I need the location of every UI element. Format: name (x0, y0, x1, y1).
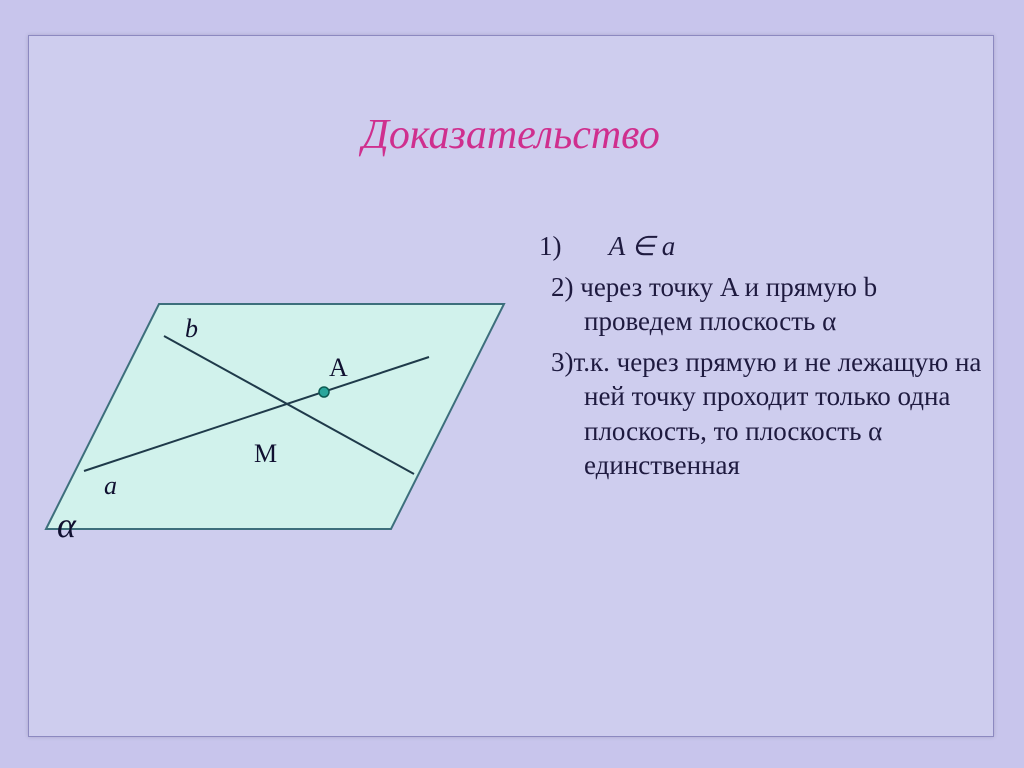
step-3: 3)т.к. через прямую и не лежащую на ней … (539, 345, 984, 483)
page-title: Доказательство (29, 111, 993, 159)
step-1: 1) A ∈ a (539, 229, 984, 264)
proof-steps: 1) A ∈ a 2) через точку A и прямую b про… (539, 229, 984, 489)
step-1-relation: A ∈ a (609, 231, 676, 261)
geometry-diagram: b A M a α (29, 284, 509, 574)
step-1-number: 1) (539, 231, 562, 261)
point-a (319, 387, 329, 397)
label-a-line: a (104, 471, 117, 500)
slide-panel: Доказательство b A M a α 1) A ∈ a (28, 35, 994, 737)
label-a-point: A (329, 353, 348, 382)
slide-root: Доказательство b A M a α 1) A ∈ a (0, 0, 1024, 768)
label-alpha: α (57, 505, 77, 545)
step-2: 2) через точку A и прямую b проведем пло… (539, 270, 984, 339)
label-b: b (185, 314, 198, 343)
diagram-svg: b A M a α (29, 284, 509, 574)
label-m: M (254, 439, 277, 468)
